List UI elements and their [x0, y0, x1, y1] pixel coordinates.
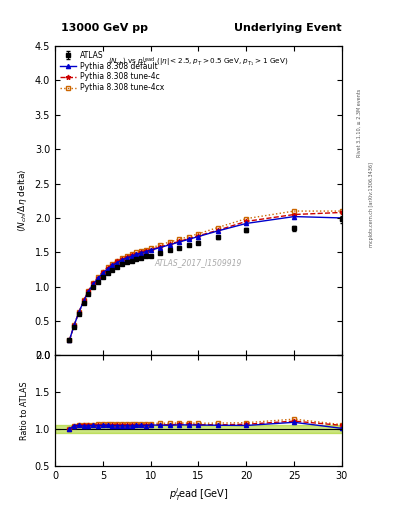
Y-axis label: $\langle N_{ch}/\Delta\eta\ \mathrm{delta}\rangle$: $\langle N_{ch}/\Delta\eta\ \mathrm{delt…: [16, 169, 29, 232]
Legend: ATLAS, Pythia 8.308 default, Pythia 8.308 tune-4c, Pythia 8.308 tune-4cx: ATLAS, Pythia 8.308 default, Pythia 8.30…: [58, 49, 166, 94]
Text: mcplots.cern.ch [arXiv:1306.3436]: mcplots.cern.ch [arXiv:1306.3436]: [369, 162, 374, 247]
Text: Rivet 3.1.10, ≥ 2.3M events: Rivet 3.1.10, ≥ 2.3M events: [357, 89, 362, 157]
X-axis label: $p_T^l\!$ead [GeV]: $p_T^l\!$ead [GeV]: [169, 486, 228, 503]
Text: 13000 GeV pp: 13000 GeV pp: [61, 23, 148, 33]
Text: ATLAS_2017_I1509919: ATLAS_2017_I1509919: [155, 258, 242, 267]
Text: $\langle N_\mathrm{ch}\rangle$ vs $p_T^\mathrm{lead}$ ($|\eta| < 2.5, p_T > 0.5$: $\langle N_\mathrm{ch}\rangle$ vs $p_T^\…: [108, 55, 288, 69]
Bar: [55, 425, 342, 433]
Text: Underlying Event: Underlying Event: [234, 23, 342, 33]
Y-axis label: Ratio to ATLAS: Ratio to ATLAS: [20, 381, 29, 440]
